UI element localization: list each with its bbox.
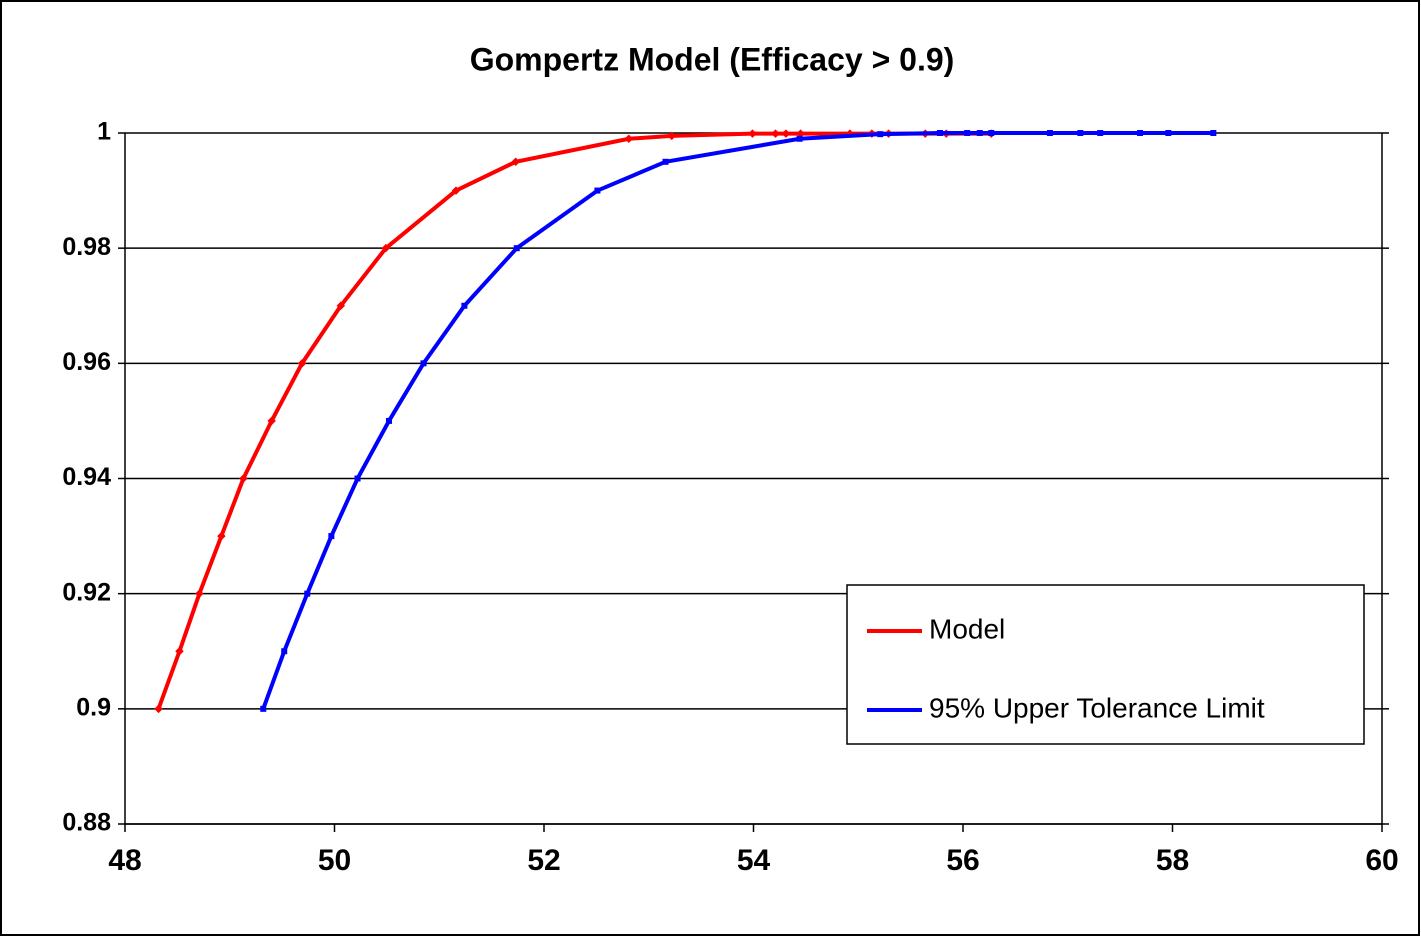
x-tick-label: 48 (108, 844, 141, 877)
y-tick-label: 0.98 (62, 233, 111, 261)
y-tick-label: 1 (97, 118, 111, 146)
marker (336, 301, 346, 310)
y-tick-label: 0.92 (62, 578, 111, 606)
x-tick-label: 54 (737, 844, 771, 877)
x-tick-label: 50 (318, 844, 351, 877)
marker (461, 302, 468, 309)
y-tick-label: 0.94 (62, 463, 111, 491)
legend-box (846, 584, 1365, 745)
x-tick-label: 58 (1156, 844, 1189, 877)
marker (328, 533, 335, 540)
marker (662, 158, 669, 165)
legend-label: Model (929, 613, 1005, 644)
marker (1210, 130, 1217, 136)
chart-title: Gompertz Model (Efficacy > 0.9) (470, 41, 955, 77)
marker (239, 474, 248, 483)
marker (304, 590, 311, 597)
marker (385, 417, 392, 424)
legend-label: 95% Upper Tolerance Limit (929, 692, 1265, 723)
marker (297, 359, 307, 368)
marker (1046, 130, 1053, 136)
x-tick-label: 56 (946, 844, 979, 877)
marker (451, 186, 461, 195)
marker (420, 360, 427, 367)
marker (796, 135, 803, 142)
marker (877, 131, 884, 138)
marker (381, 243, 391, 253)
marker (1165, 130, 1172, 136)
marker (513, 245, 520, 252)
x-tick-label: 60 (1365, 844, 1398, 877)
marker (594, 187, 601, 194)
y-tick-label: 0.96 (62, 348, 111, 376)
marker (1077, 130, 1084, 136)
y-tick-label: 0.9 (76, 693, 111, 721)
marker (964, 130, 971, 136)
marker (281, 648, 288, 655)
marker (976, 130, 983, 136)
marker (260, 705, 267, 712)
x-tick-label: 52 (527, 844, 560, 877)
marker (354, 475, 361, 482)
marker (1097, 130, 1104, 136)
marker (267, 416, 276, 426)
marker (988, 130, 995, 136)
y-tick-label: 0.88 (62, 809, 111, 837)
marker (936, 130, 943, 136)
marker (1137, 130, 1144, 136)
